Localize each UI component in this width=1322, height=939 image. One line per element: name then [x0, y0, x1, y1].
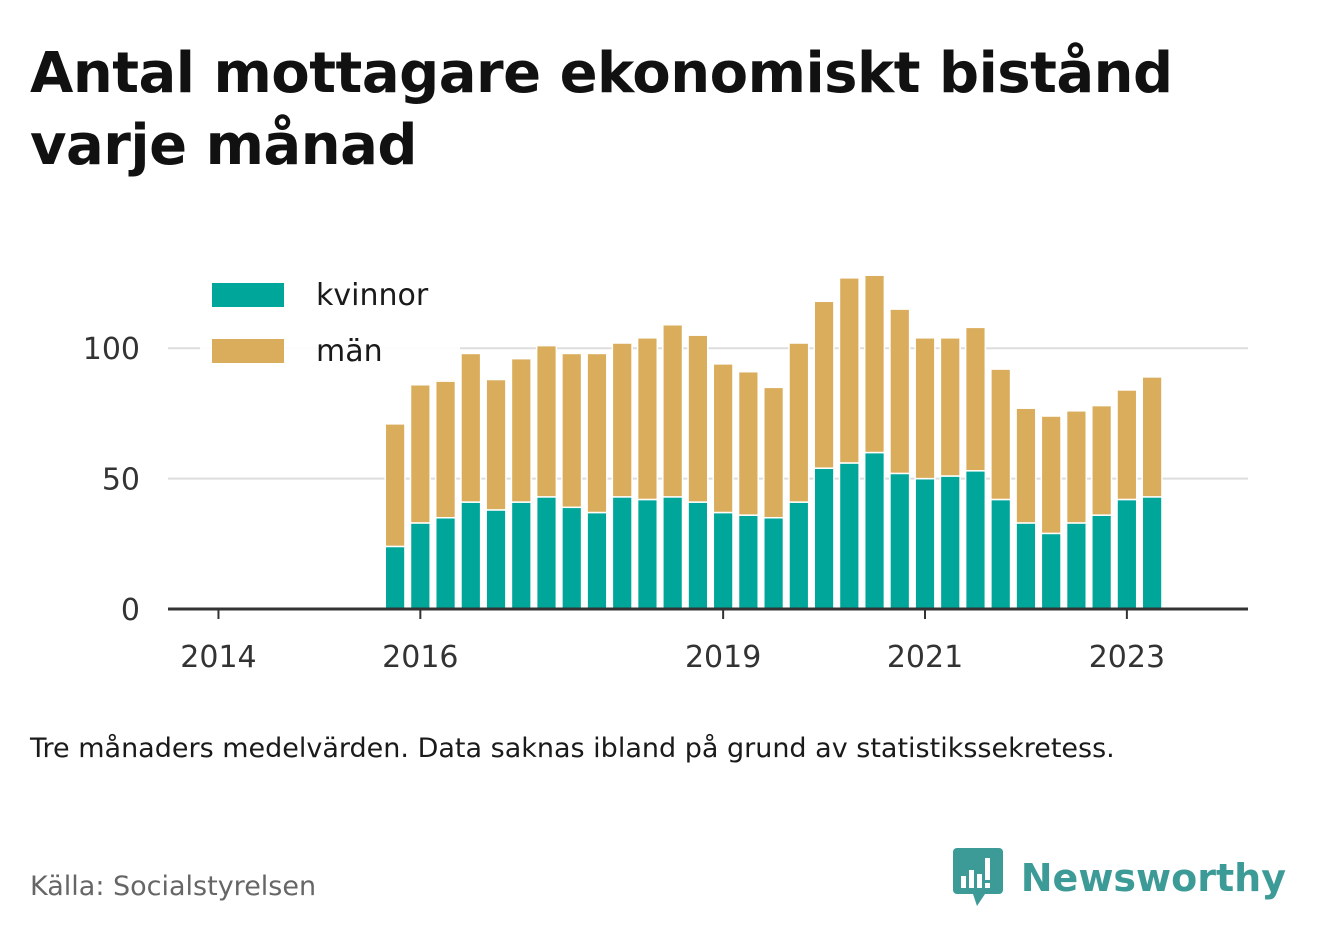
- bar-kvinnor: [384, 545, 406, 610]
- bar-kvinnor: [687, 501, 709, 610]
- bar-man: [990, 368, 1012, 501]
- x-tick-label: 2021: [887, 640, 963, 675]
- bar-man: [460, 352, 482, 503]
- bar-man: [561, 352, 583, 509]
- newsworthy-logo: Newsworthy: [952, 848, 1286, 908]
- bar-kvinnor: [763, 516, 785, 610]
- bar-kvinnor: [561, 506, 583, 610]
- bar-man: [737, 370, 759, 516]
- legend-swatch-man: [212, 339, 284, 363]
- bar-man: [889, 308, 911, 475]
- bar-kvinnor: [939, 475, 961, 610]
- x-tick-label: 2019: [685, 640, 761, 675]
- legend-label: män: [316, 334, 383, 369]
- bar-man: [409, 383, 431, 524]
- bar-kvinnor: [1091, 514, 1113, 610]
- bar-man: [485, 378, 507, 511]
- bar-man: [687, 334, 709, 503]
- bar-kvinnor: [1116, 498, 1138, 610]
- bar-kvinnor: [813, 467, 835, 610]
- bar-kvinnor: [863, 451, 886, 610]
- bar-man: [712, 363, 734, 514]
- bar-kvinnor: [1015, 522, 1037, 610]
- bar-man: [863, 274, 886, 454]
- bar-man: [434, 378, 457, 519]
- bar-kvinnor: [434, 516, 457, 610]
- bar-kvinnor: [510, 501, 532, 610]
- bar-man: [939, 337, 961, 477]
- bar-kvinnor: [460, 501, 482, 610]
- x-tick-label: 2014: [180, 640, 256, 675]
- chart-title: Antal mottagare ekonomiskt bistånd varje…: [30, 41, 1173, 178]
- bars: [384, 274, 1163, 610]
- bar-kvinnor: [611, 496, 633, 610]
- bar-kvinnor: [1141, 496, 1163, 610]
- bar-man: [813, 300, 835, 469]
- bar-kvinnor: [990, 498, 1012, 610]
- bar-man: [1116, 389, 1138, 501]
- y-tick-label: 100: [83, 332, 140, 367]
- bar-kvinnor: [964, 470, 987, 610]
- bar-man: [510, 357, 532, 503]
- bar-man: [384, 423, 406, 548]
- bar-man: [763, 386, 785, 519]
- bar-kvinnor: [1040, 532, 1062, 610]
- legend: kvinnor män: [200, 272, 460, 382]
- bar-kvinnor: [1065, 522, 1088, 610]
- bar-kvinnor: [914, 477, 936, 610]
- x-axis-ticks: 2014 2016 2019 2021 2023: [180, 609, 1165, 675]
- bar-kvinnor: [586, 511, 608, 610]
- bar-man: [914, 337, 936, 480]
- bar-kvinnor: [712, 511, 734, 610]
- bar-man: [1141, 376, 1163, 498]
- bar-kvinnor: [535, 496, 558, 610]
- bar-kvinnor: [788, 501, 810, 610]
- bar-kvinnor: [737, 514, 759, 610]
- bar-man: [535, 344, 558, 498]
- bar-man: [838, 277, 860, 464]
- bar-man: [788, 342, 810, 503]
- y-tick-label: 50: [102, 463, 140, 498]
- bar-man: [636, 337, 659, 501]
- bar-man: [1091, 404, 1113, 516]
- x-tick-label: 2023: [1089, 640, 1165, 675]
- x-tick-label: 2016: [382, 640, 458, 675]
- bar-kvinnor: [636, 498, 659, 610]
- bar-kvinnor: [662, 496, 684, 610]
- legend-swatch-kvinnor: [212, 283, 284, 307]
- source-text: Källa: Socialstyrelsen: [30, 871, 317, 902]
- bar-man: [964, 326, 987, 472]
- newsworthy-bar-chart-icon: [952, 848, 1003, 906]
- bar-man: [1040, 415, 1062, 535]
- stacked-bar-chart: 0 50 100 2014 2016 2019 2021 2023 kvinnor män: [83, 272, 1248, 675]
- legend-label: kvinnor: [316, 278, 429, 313]
- bar-kvinnor: [889, 472, 911, 610]
- bar-man: [1065, 410, 1088, 524]
- bar-kvinnor: [409, 522, 431, 610]
- bar-man: [662, 324, 684, 498]
- y-axis-ticks: 0 50 100: [83, 332, 140, 628]
- bar-man: [611, 342, 633, 498]
- chart-note: Tre månaders medelvärden. Data saknas ib…: [30, 733, 1115, 764]
- bar-man: [586, 352, 608, 514]
- bar-kvinnor: [838, 462, 860, 610]
- y-tick-label: 0: [121, 593, 140, 628]
- bar-man: [1015, 407, 1037, 524]
- bar-kvinnor: [485, 509, 507, 610]
- brand-name: Newsworthy: [1020, 856, 1286, 900]
